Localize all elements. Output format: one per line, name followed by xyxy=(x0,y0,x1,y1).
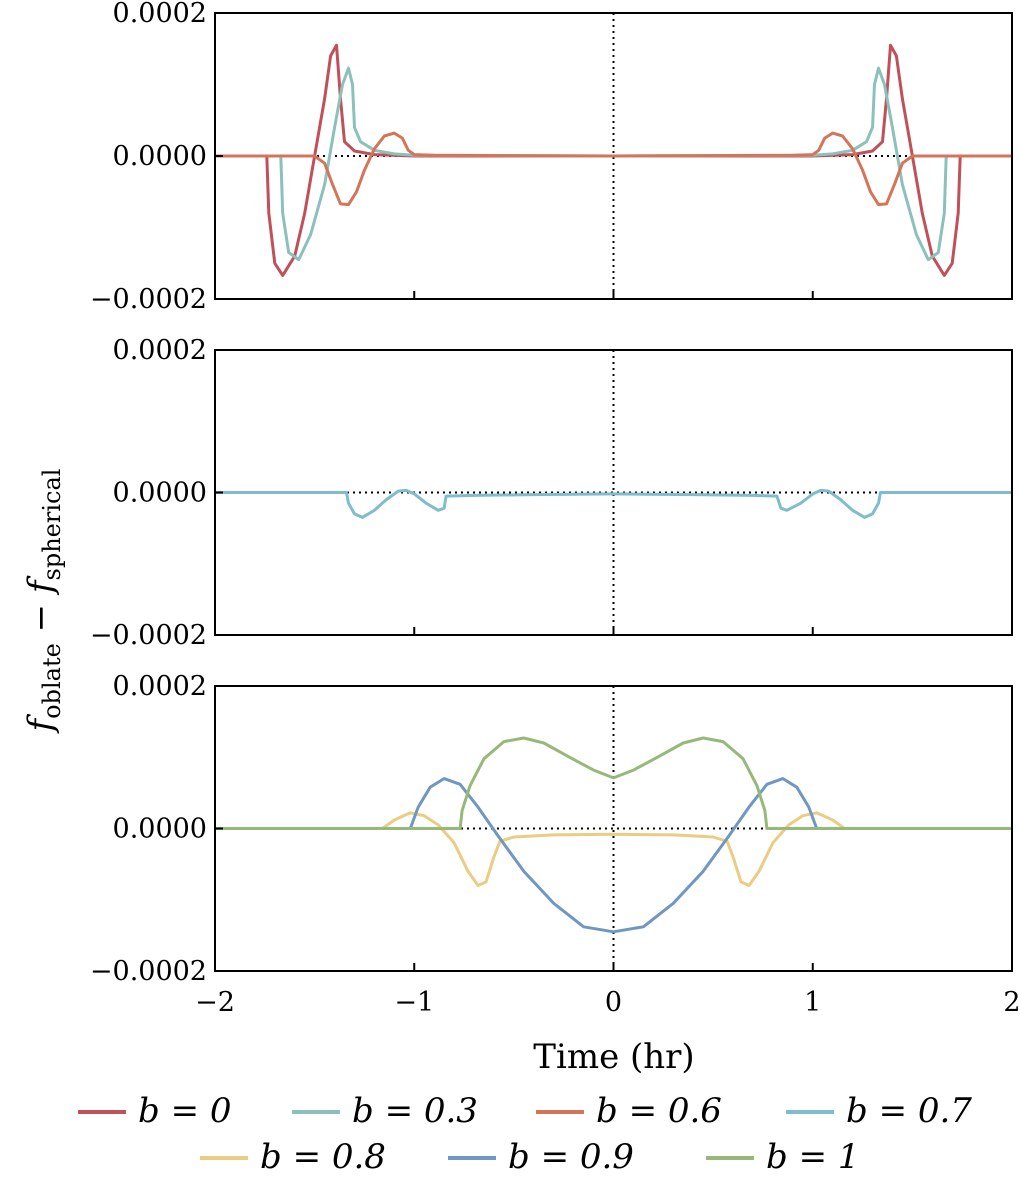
legend-label: b = 0.7 xyxy=(846,1091,972,1131)
y-tick-label: −0.0002 xyxy=(90,620,207,651)
legend-label: b = 1 xyxy=(766,1137,860,1177)
y-tick-label: 0.0002 xyxy=(113,671,207,702)
y-tick-label: 0.0000 xyxy=(113,814,207,845)
y-label-sub1: oblate xyxy=(38,643,66,719)
legend-item: b = 0.6 xyxy=(536,1091,722,1131)
x-tick-label: −2 xyxy=(195,987,235,1018)
y-label-sub2: spherical xyxy=(38,469,66,581)
y-tick-label: 0.0002 xyxy=(113,0,207,29)
y-axis-label: foblate − fspherical xyxy=(21,469,66,735)
legend-item: b = 0.3 xyxy=(292,1091,478,1131)
y-tick-label: 0.0002 xyxy=(113,335,207,366)
y-tick-label: 0.0000 xyxy=(113,478,207,509)
x-tick-label: 1 xyxy=(804,987,821,1018)
legend-item: b = 1 xyxy=(706,1137,860,1177)
legend-label: b = 0.9 xyxy=(508,1137,634,1177)
series-line-b-0-7 xyxy=(215,488,1012,519)
legend: b = 0 b = 0.3 b = 0.6 b = 0.7 b = 0.8 b = 0.9… xyxy=(78,1091,972,1177)
y-tick-label: −0.0002 xyxy=(90,284,207,315)
x-axis-label: Time (hr) xyxy=(533,1037,694,1077)
y-label-minus: − xyxy=(21,593,61,643)
panels: −0.00020.00000.0002−0.00020.00000.0002−0… xyxy=(90,0,1013,987)
svg-text:foblate − fspherical: foblate − fspherical xyxy=(21,469,66,735)
x-tick-labels: −2 −1 0 1 2 xyxy=(195,987,1020,1018)
series-line-b-0-9 xyxy=(215,777,1012,934)
panel-1: −0.0002 0.0000 0.0002 xyxy=(90,0,1013,315)
x-tick-label: 0 xyxy=(605,987,622,1018)
legend-item: b = 0.8 xyxy=(200,1137,386,1177)
legend-label: b = 0 xyxy=(138,1091,232,1131)
legend-item: b = 0.7 xyxy=(786,1091,972,1131)
y-tick-label: −0.0002 xyxy=(90,956,207,987)
series-line-b-1 xyxy=(215,736,1012,830)
legend-item: b = 0.9 xyxy=(448,1137,634,1177)
legend-label: b = 0.6 xyxy=(596,1091,722,1131)
legend-label: b = 0.3 xyxy=(352,1091,478,1131)
legend-item: b = 0 xyxy=(78,1091,232,1131)
series-line-b-0-8 xyxy=(215,811,1012,887)
x-tick-label: 2 xyxy=(1003,987,1020,1018)
legend-label: b = 0.8 xyxy=(260,1137,386,1177)
panel-2: −0.0002 0.0000 0.0002 xyxy=(90,335,1013,651)
x-tick-label: −1 xyxy=(394,987,434,1018)
series-line-b-0-6 xyxy=(215,131,1012,207)
panel-3: −0.0002 0.0000 0.0002 xyxy=(90,671,1013,987)
y-tick-label: 0.0000 xyxy=(113,141,207,172)
